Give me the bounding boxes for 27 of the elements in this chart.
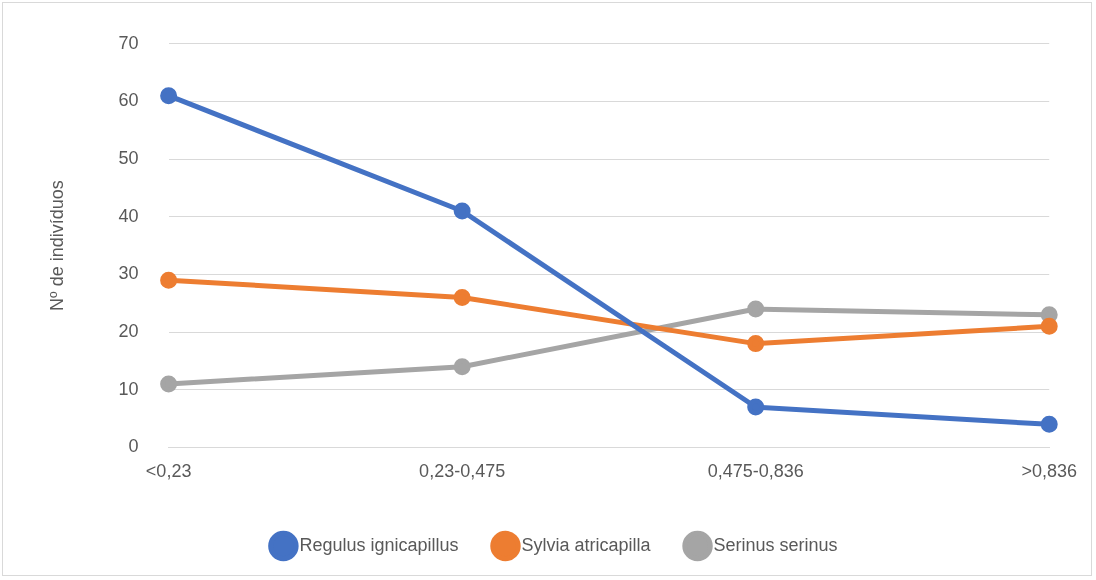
x-tick-label: 0,475-0,836 [707,461,804,482]
x-tick-label: <0,23 [145,461,192,482]
point [747,300,765,318]
y-tick-label: 70 [118,32,139,53]
point [453,202,471,220]
point [1040,415,1058,433]
point [160,271,178,289]
y-tick-label: 10 [118,378,139,399]
point [160,87,178,105]
point [747,398,765,416]
y-tick-label: 60 [118,90,139,111]
x-tick-label: >0,836 [1021,461,1077,482]
point [1040,317,1058,335]
y-tick-label: 20 [118,321,139,342]
y-tick-label: 40 [118,205,139,226]
point [453,288,471,306]
x-tick-label: 0,23-0,475 [419,461,506,482]
point [453,358,471,376]
legend-label: Sylvia atricapilla [521,534,652,555]
y-tick-label: 50 [118,148,139,169]
point [747,335,765,353]
y-axis-title: Nº de indivíduos [46,180,67,311]
legend-label: Regulus ignicapillus [299,534,459,555]
legend-label: Serinus serinus [713,534,838,555]
point [160,375,178,393]
y-tick-label: 0 [128,436,139,457]
y-tick-label: 30 [118,263,139,284]
